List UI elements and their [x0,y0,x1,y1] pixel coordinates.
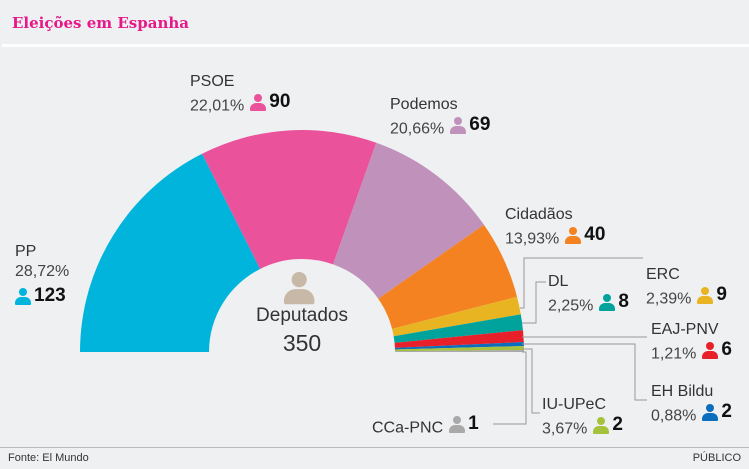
label-cca-pnc: CCa-PNC 1 [372,414,479,439]
seats-value: 9 [716,284,727,305]
vote-percent: 13,93% [505,230,560,248]
label-pp: PP 28,72% 123 [15,242,69,311]
seat-count: 8 [599,292,629,312]
seat-count: 69 [450,115,490,135]
leader-line-cca-pnc [493,351,527,425]
seat-count: 1 [449,414,479,434]
label-iu-upec: IU-UPeC 3,67% 2 [542,395,623,440]
label-psoe: PSOE 22,01% 90 [190,72,290,117]
center-label: Deputados [256,305,348,326]
leader-line-erc [520,257,643,309]
leader-line-eh-bildu [522,343,647,401]
seat-count: 2 [702,402,732,422]
wedge-podemos [333,142,484,299]
vote-percent: 0,88% [651,407,697,425]
vote-percent: 2,25% [548,297,594,315]
chart-title: Eleições em Espanha [12,14,189,32]
seat-count: 9 [697,285,727,305]
vote-percent: 3,67% [542,420,588,438]
seat-count: 90 [250,92,290,112]
leader-line-dl [522,281,546,324]
label-podemos: Podemos 20,66% 69 [390,95,490,140]
seat-count: 40 [565,225,605,245]
person-icon [250,93,267,111]
party-name: IU-UPeC [542,396,607,413]
party-name: ERC [646,266,680,283]
person-icon [449,415,466,433]
deputies-icon [284,272,315,305]
party-name: EAJ-PNV [651,321,719,338]
person-icon [702,403,719,421]
label-eh-bildu: EH Bildu 0,88% 2 [651,382,732,427]
seats-value: 2 [721,401,732,422]
seat-count: 2 [593,415,623,435]
divider [2,44,749,47]
leader-line-iu-upec [522,348,540,414]
wedge-psoe [202,130,377,269]
wedge-pp [80,153,261,352]
leader-lines [493,257,647,425]
label-erc: ERC 2,39% 9 [646,265,727,310]
wedge-iu-upec [394,346,524,352]
party-name: CCa-PNC [372,419,444,437]
seat-count: 123 [15,286,66,306]
person-icon [702,341,719,359]
wedge-cidad-os [378,224,518,329]
person-icon [599,293,616,311]
vote-percent: 1,21% [651,345,697,363]
wedge-eaj-pnv [394,330,524,348]
vote-percent: 22,01% [190,97,245,115]
wedge-erc [392,296,521,337]
source-note: Fonte: El Mundo [8,452,89,464]
vote-percent: 20,66% [390,120,445,138]
seats-value: 123 [34,285,66,306]
person-icon [450,116,467,134]
person-icon [15,287,31,305]
seats-value: 8 [618,291,629,312]
vote-percent: 28,72% [15,263,70,280]
wedge-eh-bildu [394,342,524,350]
person-icon [593,416,610,434]
party-name: Cidadãos [505,206,573,223]
seats-value: 69 [469,114,491,135]
vote-percent: 2,39% [646,290,692,308]
label-dl: DL 2,25% 8 [548,272,629,317]
center-total: 350 [282,330,322,356]
seats-value: 90 [269,91,291,112]
seats-value: 2 [612,414,623,435]
label-cidad-os: Cidadãos 13,93% 40 [505,205,605,250]
seats-value: 6 [721,339,732,360]
seats-value: 1 [468,413,479,434]
party-name: PP [15,243,37,260]
party-name: EH Bildu [651,383,714,400]
seats-value: 40 [584,224,606,245]
party-name: DL [548,273,569,290]
label-eaj-pnv: EAJ-PNV 1,21% 6 [651,320,732,365]
person-icon [565,226,582,244]
wedge-dl [393,314,523,343]
wedge-cca-pnc [395,350,524,352]
seat-count: 6 [702,340,732,360]
footer-line [0,447,749,448]
party-name: Podemos [390,96,458,113]
person-icon [697,286,714,304]
brand: PÚBLICO [692,452,741,464]
party-name: PSOE [190,73,235,90]
